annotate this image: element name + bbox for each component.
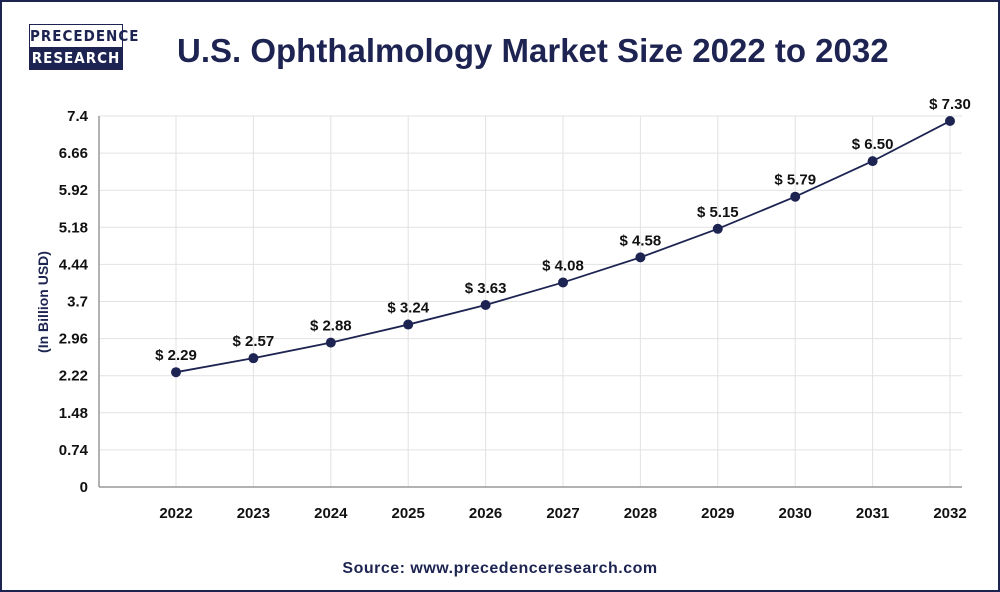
- x-tick-label: 2028: [624, 505, 657, 522]
- y-tick-label: 5.92: [59, 182, 88, 199]
- x-tick-label: 2027: [546, 505, 579, 522]
- data-point: [790, 191, 801, 202]
- chart-title: U.S. Ophthalmology Market Size 2022 to 2…: [177, 32, 889, 69]
- data-label: $ 6.50: [852, 136, 894, 153]
- data-point: [403, 319, 414, 330]
- x-tick-label: 2024: [314, 505, 348, 522]
- data-point: [325, 337, 336, 348]
- y-tick-label: 0.74: [59, 442, 89, 459]
- data-label: $ 5.15: [697, 204, 739, 221]
- y-tick-label: 7.4: [67, 108, 89, 125]
- x-tick-label: 2032: [933, 505, 966, 522]
- x-tick-label: 2025: [392, 505, 425, 522]
- data-point: [945, 116, 955, 127]
- data-label: $ 4.08: [542, 257, 584, 274]
- y-tick-label: 0: [80, 479, 88, 496]
- data-label: $ 3.24: [387, 300, 429, 317]
- logo-line2: RESEARCH: [30, 47, 122, 69]
- logo: PRECEDENCE RESEARCH: [29, 24, 140, 70]
- x-tick-label: 2023: [237, 505, 270, 522]
- data-label: $ 3.63: [465, 280, 507, 297]
- y-tick-label: 3.7: [67, 294, 88, 311]
- data-label: $ 2.88: [310, 318, 352, 335]
- y-tick-label: 2.96: [59, 331, 88, 348]
- logo-line1: PRECEDENCE: [30, 25, 140, 47]
- y-tick-label: 2.22: [59, 368, 88, 385]
- x-tick-label: 2030: [779, 505, 812, 522]
- data-label: $ 5.79: [774, 172, 816, 189]
- data-point: [480, 300, 491, 311]
- x-tick-label: 2026: [469, 505, 502, 522]
- y-tick-label: 5.18: [59, 219, 88, 236]
- data-label: $ 2.57: [233, 333, 275, 350]
- data-point: [248, 353, 259, 364]
- data-point: [635, 252, 646, 263]
- x-tick-label: 2029: [701, 505, 734, 522]
- data-label: $ 4.58: [620, 232, 662, 249]
- y-tick-label: 4.44: [59, 256, 89, 273]
- data-label: $ 7.30: [929, 96, 971, 113]
- x-tick-label: 2022: [159, 505, 192, 522]
- data-point: [558, 277, 568, 288]
- y-tick-label: 6.66: [59, 145, 88, 162]
- source-note: Source: www.precedenceresearch.com: [342, 560, 658, 577]
- data-point: [712, 223, 723, 234]
- y-axis-label: (In Billion USD): [35, 251, 51, 353]
- data-point: [867, 156, 878, 167]
- y-tick-label: 1.48: [59, 405, 88, 422]
- data-label: $ 2.29: [155, 347, 197, 364]
- x-tick-label: 2031: [856, 505, 889, 522]
- data-point: [171, 367, 181, 378]
